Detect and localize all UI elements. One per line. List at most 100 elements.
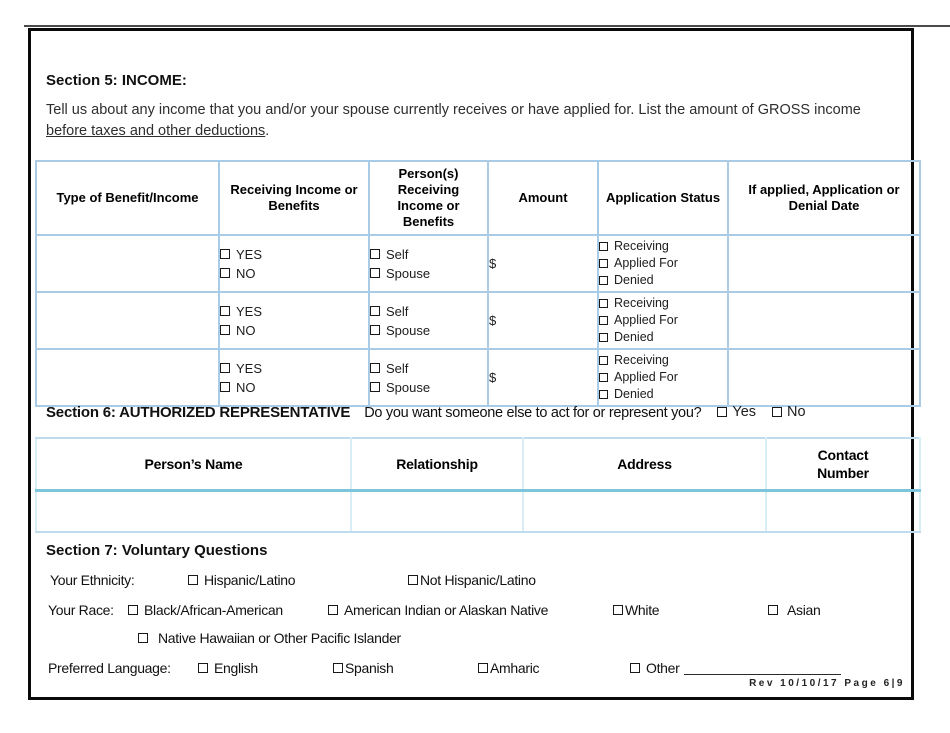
checkbox-receiving[interactable] (599, 242, 608, 251)
yes-label: YES (236, 303, 263, 319)
status-cell: Receiving Applied For Denied (597, 291, 729, 350)
checkbox-white[interactable] (613, 605, 623, 615)
page-footer: Rev 10/10/17 Page 6|9 (749, 678, 905, 689)
self-label: Self (386, 303, 409, 319)
rep-yes-label: Yes (732, 404, 757, 420)
col-header-person-name: Person’s Name (35, 437, 352, 492)
race-row-2: Native Hawaiian or Other Pacific Islande… (31, 630, 917, 648)
receiving-label: Receiving (614, 353, 669, 367)
checkbox-rep-no[interactable] (772, 407, 783, 417)
col-header-date: If applied, Application or Denial Date (727, 160, 921, 236)
checkbox-other-language[interactable] (630, 663, 640, 673)
yes-label: YES (236, 360, 263, 376)
checkbox-yes[interactable] (220, 363, 230, 373)
checkbox-american-indian[interactable] (328, 605, 338, 615)
receiving-cell: YES NO (218, 234, 370, 293)
checkbox-english[interactable] (198, 663, 208, 673)
checkbox-rep-yes[interactable] (717, 407, 728, 417)
black-label: Black/African-American (144, 602, 283, 618)
application-date-cell[interactable] (727, 291, 921, 350)
checkbox-yes[interactable] (220, 306, 230, 316)
checkbox-no[interactable] (220, 268, 230, 278)
not-hispanic-label: Not Hispanic/Latino (420, 572, 536, 588)
address-cell[interactable] (522, 490, 767, 533)
rep-header-row: Person’s Name Relationship Address Conta… (35, 437, 921, 492)
dollar-sign: $ (489, 313, 497, 328)
receiving-label: Receiving (614, 296, 669, 310)
col-header-contact-number: Contact Number (765, 437, 921, 492)
denied-label: Denied (614, 387, 654, 401)
dollar-sign: $ (489, 256, 497, 271)
section6-header-line: Section 6: AUTHORIZED REPRESENTATIVE Do … (46, 404, 806, 421)
status-cell: Receiving Applied For Denied (597, 234, 729, 293)
section6-heading: Section 6: AUTHORIZED REPRESENTATIVE (46, 404, 351, 421)
amount-cell[interactable]: $ (487, 291, 599, 350)
checkbox-denied[interactable] (599, 333, 608, 342)
applied-for-label: Applied For (614, 370, 678, 384)
checkbox-spanish[interactable] (333, 663, 343, 673)
checkbox-self[interactable] (370, 363, 380, 373)
status-cell: Receiving Applied For Denied (597, 348, 729, 407)
no-label: NO (236, 265, 256, 281)
checkbox-denied[interactable] (599, 390, 608, 399)
application-date-cell[interactable] (727, 234, 921, 293)
checkbox-self[interactable] (370, 306, 380, 316)
checkbox-spouse[interactable] (370, 325, 380, 335)
checkbox-hispanic[interactable] (188, 575, 198, 585)
checkbox-applied-for[interactable] (599, 373, 608, 382)
checkbox-pacific-islander[interactable] (138, 633, 148, 643)
section7-heading: Section 7: Voluntary Questions (46, 542, 268, 559)
section6-question: Do you want someone else to act for or r… (364, 405, 702, 421)
hispanic-label: Hispanic/Latino (204, 572, 296, 588)
checkbox-receiving[interactable] (599, 299, 608, 308)
income-row-3: YES NO Self Spouse $ Receiving Applied F… (35, 348, 921, 407)
income-header-row: Type of Benefit/Income Receiving Income … (35, 160, 921, 236)
checkbox-receiving[interactable] (599, 356, 608, 365)
amharic-label: Amharic (490, 660, 540, 676)
checkbox-applied-for[interactable] (599, 316, 608, 325)
ethnicity-row: Your Ethnicity: Hispanic/Latino Not Hisp… (31, 572, 917, 590)
yes-label: YES (236, 246, 263, 262)
checkbox-black[interactable] (128, 605, 138, 615)
ethnicity-label: Your Ethnicity: (50, 572, 135, 588)
spouse-label: Spouse (386, 265, 431, 281)
contact-number-cell[interactable] (765, 490, 921, 533)
checkbox-denied[interactable] (599, 276, 608, 285)
checkbox-no[interactable] (220, 382, 230, 392)
relationship-cell[interactable] (350, 490, 524, 533)
self-label: Self (386, 246, 409, 262)
checkbox-applied-for[interactable] (599, 259, 608, 268)
checkbox-amharic[interactable] (478, 663, 488, 673)
person-name-cell[interactable] (35, 490, 352, 533)
benefit-type-cell[interactable] (35, 291, 220, 350)
rep-data-row (35, 490, 921, 533)
representative-table: Person’s Name Relationship Address Conta… (35, 437, 921, 533)
language-row: Preferred Language: English Spanish Amha… (31, 660, 917, 678)
col-header-relationship: Relationship (350, 437, 524, 492)
section5-intro: Tell us about any income that you and/or… (46, 100, 902, 142)
checkbox-self[interactable] (370, 249, 380, 259)
race-row: Your Race: Black/African-American Americ… (31, 602, 917, 620)
intro-underlined-text: before taxes and other deductions (46, 123, 266, 139)
col-header-amount: Amount (487, 160, 599, 236)
checkbox-no[interactable] (220, 325, 230, 335)
checkbox-spouse[interactable] (370, 382, 380, 392)
checkbox-spouse[interactable] (370, 268, 380, 278)
benefit-type-cell[interactable] (35, 348, 220, 407)
denied-label: Denied (614, 330, 654, 344)
checkbox-asian[interactable] (768, 605, 778, 615)
spanish-label: Spanish (345, 660, 394, 676)
checkbox-yes[interactable] (220, 249, 230, 259)
other-language-blank[interactable] (683, 661, 841, 675)
col-header-status: Application Status (597, 160, 729, 236)
checkbox-not-hispanic[interactable] (408, 575, 418, 585)
form-page: Section 5: INCOME: Tell us about any inc… (28, 28, 921, 700)
benefit-type-cell[interactable] (35, 234, 220, 293)
amount-cell[interactable]: $ (487, 234, 599, 293)
applied-for-label: Applied For (614, 313, 678, 327)
persons-cell: Self Spouse (368, 234, 489, 293)
amount-cell[interactable]: $ (487, 348, 599, 407)
application-date-cell[interactable] (727, 348, 921, 407)
spouse-label: Spouse (386, 322, 431, 338)
language-label: Preferred Language: (48, 660, 171, 676)
